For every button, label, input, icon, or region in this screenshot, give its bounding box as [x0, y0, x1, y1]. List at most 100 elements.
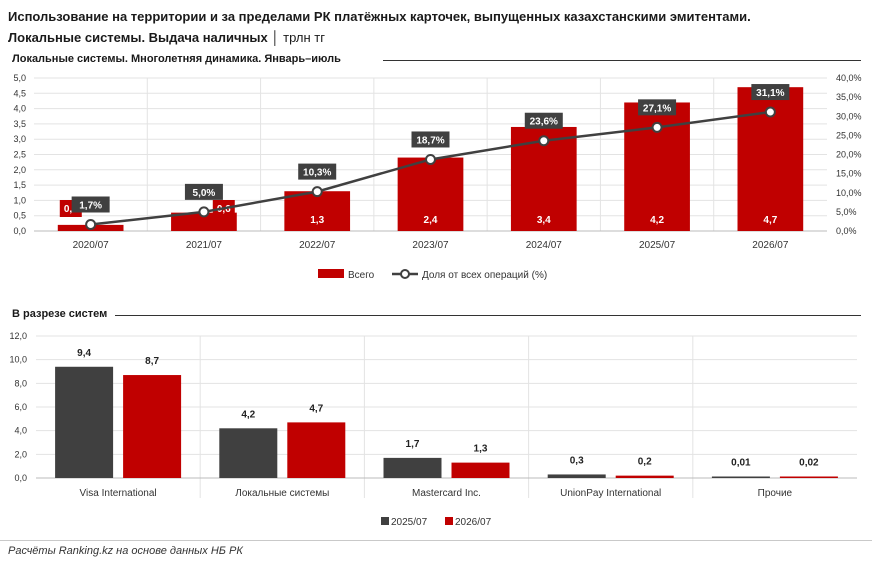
y-tick-label: 0,5	[13, 211, 26, 221]
y-tick-label: 2,0	[14, 449, 27, 459]
x-tick-label: Mastercard Inc.	[412, 488, 481, 499]
share-value-label: 31,1%	[756, 88, 784, 99]
bar	[397, 157, 464, 231]
share-value-label: 18,7%	[416, 135, 444, 146]
systems-chart: 0,0 2,0 4,0 6,0 8,0 10,0 12,0 Visa Internationa…	[9, 331, 857, 528]
share-label-box	[411, 131, 450, 148]
bar	[123, 375, 182, 478]
y2-tick-label: 40,0%	[836, 73, 862, 83]
share-label-box	[638, 99, 677, 116]
x-tick-label: UnionPay International	[560, 488, 661, 499]
bar-value-label: 0,01	[731, 458, 751, 469]
bar-value-label: 0,02	[799, 458, 819, 469]
y-tick-label: 3,0	[13, 134, 26, 144]
bar-value-label: 4,2	[650, 215, 664, 226]
share-label-box	[524, 112, 563, 129]
bottom-chart-subtitle: В разрезе систем	[12, 308, 108, 320]
bar-value-label: 9,4	[77, 348, 91, 359]
source-note: Расчёты Ranking.kz на основе данных НБ Р…	[8, 545, 243, 557]
title-main: Локальные системы. Выдача наличных	[8, 30, 268, 45]
share-point	[198, 206, 210, 218]
share-value-label: 23,6%	[530, 117, 558, 128]
bar	[547, 474, 606, 478]
bar	[615, 475, 674, 478]
x-tick-label: 2021/07	[186, 240, 223, 251]
x-tick-label: Локальные системы	[235, 488, 329, 499]
share-point	[85, 218, 97, 230]
share-label-box	[298, 163, 337, 180]
y2-tick-label: 15,0%	[836, 169, 862, 179]
source-divider	[0, 540, 872, 541]
y2-tick-label: 5,0%	[836, 207, 857, 217]
share-point	[764, 106, 776, 118]
share-point	[425, 153, 436, 165]
share-value-label: 1,7%	[79, 200, 102, 211]
y-tick-label: 2,0	[13, 165, 26, 175]
legend-swatch	[445, 517, 453, 525]
legend-label: 2025/07	[391, 517, 428, 528]
bar-value-label: 1,3	[474, 444, 488, 455]
share-value-label: 5,0%	[193, 188, 216, 199]
bar-value-label: 0,2	[638, 457, 652, 468]
bar-value-label: 4,7	[763, 215, 777, 226]
x-tick-label: Visa International	[80, 488, 157, 499]
y-tick-label: 4,0	[13, 104, 26, 114]
title-unit: трлн тг	[283, 30, 325, 45]
bar-value-label: 0,2	[64, 204, 78, 215]
y2-tick-label: 20,0%	[836, 150, 862, 160]
legend-swatch	[381, 517, 389, 525]
x-tick-label: 2024/07	[526, 240, 563, 251]
y2-tick-label: 25,0%	[836, 130, 862, 140]
top-chart-subtitle: Локальные системы. Многолетняя динамика.…	[12, 53, 341, 65]
y2-tick-label: 35,0%	[836, 92, 862, 102]
y2-tick-label: 0,0%	[836, 226, 857, 236]
share-label-box	[71, 196, 110, 213]
y-tick-label: 10,0	[9, 355, 27, 365]
legend-label: 2026/07	[455, 517, 492, 528]
top-subtitle-rule	[383, 60, 861, 61]
share-label-box	[751, 84, 790, 101]
y-tick-label: 8,0	[14, 378, 27, 388]
bar-value-label: 4,2	[241, 409, 255, 420]
bar	[287, 422, 346, 478]
y-tick-label: 2,5	[13, 150, 26, 160]
title-line-2: Локальные системы. Выдача наличных │ трл…	[8, 30, 325, 45]
title-line-1: Использование на территории и за предела…	[8, 9, 751, 24]
y-tick-label: 3,5	[13, 119, 26, 129]
share-value-label: 10,3%	[303, 168, 331, 179]
legend-label-share: Доля от всех операций (%)	[422, 270, 547, 281]
y-tick-label: 0,0	[13, 226, 26, 236]
bar	[451, 462, 510, 478]
share-value-label: 27,1%	[643, 103, 671, 114]
x-tick-label: 2022/07	[299, 240, 336, 251]
chart-title: Использование на территории и за предела…	[8, 6, 868, 48]
bar	[55, 366, 114, 478]
bar-value-label: 0,3	[570, 455, 584, 466]
share-point	[651, 121, 663, 133]
bottom-subtitle-rule	[115, 315, 861, 316]
bar	[779, 476, 838, 478]
y2-tick-label: 30,0%	[836, 111, 862, 121]
y-tick-label: 6,0	[14, 402, 27, 412]
bar	[383, 457, 442, 478]
legend-swatch-total	[318, 269, 344, 278]
y-tick-label: 4,0	[14, 426, 27, 436]
y-tick-label: 1,0	[13, 195, 26, 205]
x-tick-label: 2025/07	[639, 240, 676, 251]
y2-tick-label: 10,0%	[836, 188, 862, 198]
legend-swatch-share-marker	[400, 269, 410, 279]
y-tick-label: 4,5	[13, 88, 26, 98]
bar	[711, 476, 770, 478]
legend-label-total: Всего	[348, 270, 375, 281]
share-point	[538, 135, 550, 147]
y-tick-label: 0,0	[14, 473, 27, 483]
bar-value-label: 2,4	[424, 215, 438, 226]
y-tick-label: 12,0	[9, 331, 27, 341]
x-tick-label: Прочие	[758, 488, 793, 499]
x-tick-label: 2023/07	[412, 240, 449, 251]
bar-value-label: 4,7	[309, 403, 323, 414]
dynamics-chart: 0,0 0,5 1,0 1,5 2,0 2,5 3,0 3,5 4,0 4,5 5,0 0,0% 5,0…	[13, 73, 862, 281]
x-tick-label: 2020/07	[73, 240, 110, 251]
y-tick-label: 5,0	[13, 73, 26, 83]
bar-value-label: 3,4	[537, 215, 551, 226]
